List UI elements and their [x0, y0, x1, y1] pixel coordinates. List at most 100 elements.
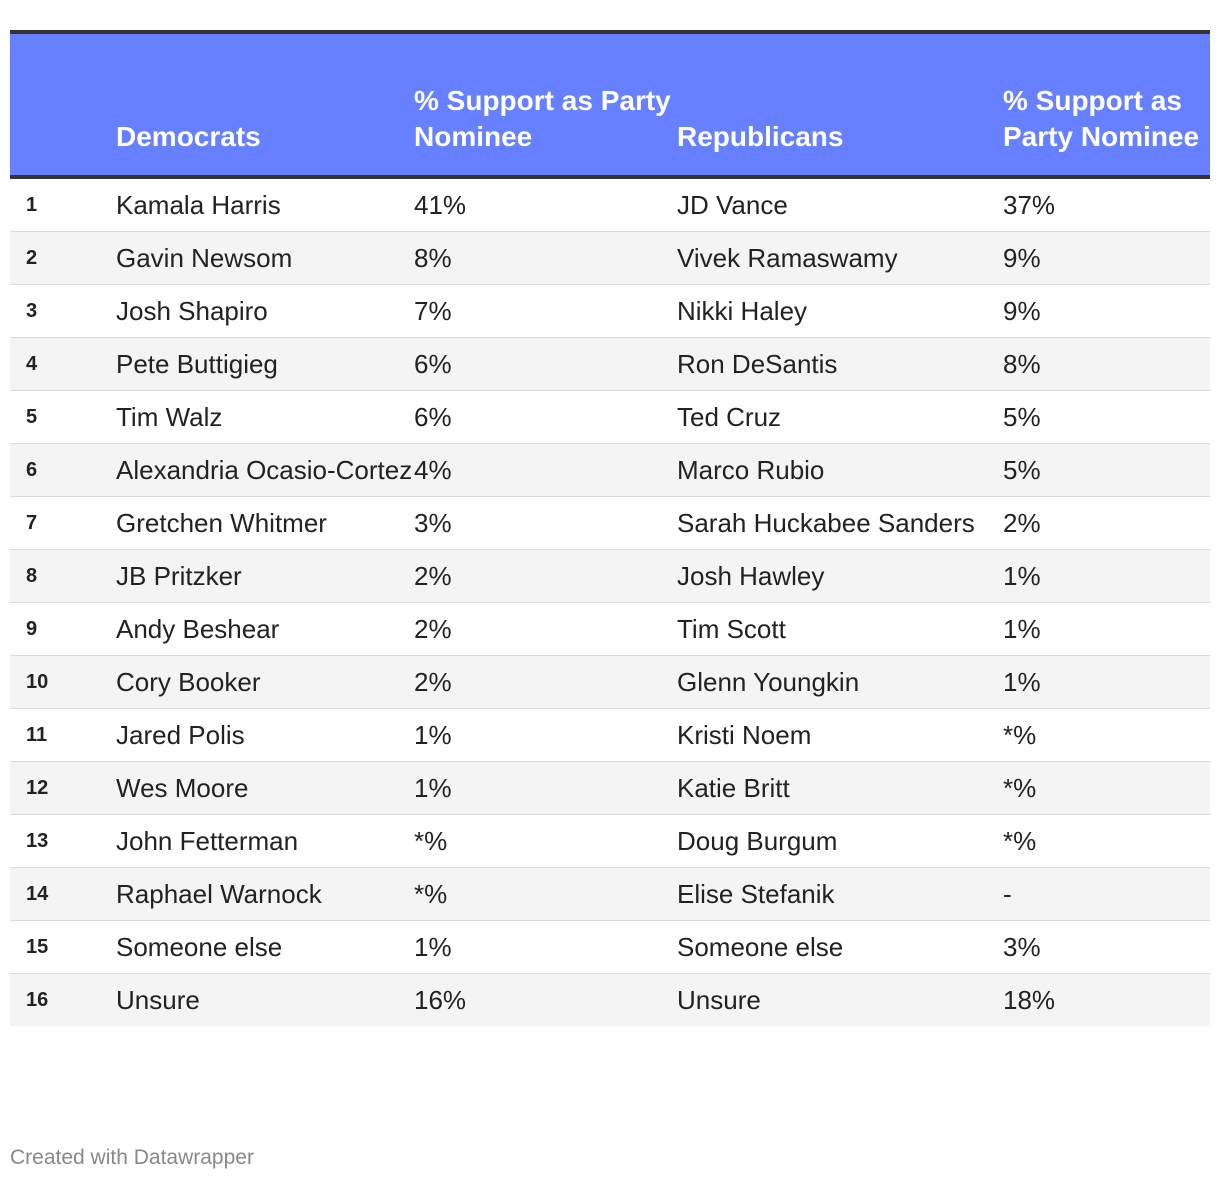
- democrat-support-cell: 7%: [414, 284, 677, 338]
- rank-cell: 6: [10, 443, 116, 497]
- republican-support-cell: 5%: [1003, 443, 1210, 497]
- democrat-name-cell: Pete Buttigieg: [116, 337, 414, 391]
- header-democrats: Democrats: [116, 121, 261, 152]
- democrat-support-cell: 6%: [414, 390, 677, 444]
- rank-cell: 5: [10, 390, 116, 444]
- rank-cell: 12: [10, 761, 116, 815]
- table-row: 6 Alexandria Ocasio-Cortez 4% Marco Rubio 5%: [10, 443, 1210, 497]
- republican-name-cell: Glenn Youngkin: [677, 655, 1003, 709]
- democrat-name-cell: Kamala Harris: [116, 177, 414, 232]
- democrat-name-cell: Gavin Newsom: [116, 231, 414, 285]
- republican-name-cell: Ron DeSantis: [677, 337, 1003, 391]
- rank-cell: 14: [10, 867, 116, 921]
- table-row: 1 Kamala Harris 41% JD Vance 37%: [10, 177, 1210, 232]
- democrat-name-cell: Raphael Warnock: [116, 867, 414, 921]
- republican-support-cell: 1%: [1003, 549, 1210, 603]
- democrat-name-cell: John Fetterman: [116, 814, 414, 868]
- rank-cell: 15: [10, 920, 116, 974]
- table-row: 15 Someone else 1% Someone else 3%: [10, 920, 1210, 974]
- table-row: 13 John Fetterman *% Doug Burgum *%: [10, 814, 1210, 868]
- table-row: 7 Gretchen Whitmer 3% Sarah Huckabee Sander…: [10, 496, 1210, 550]
- table-row: 14 Raphael Warnock *% Elise Stefanik -: [10, 867, 1210, 921]
- republican-name-cell: Unsure: [677, 973, 1003, 1026]
- header-democrats-support: % Support as Party Nominee: [414, 85, 671, 152]
- table-header-row: Democrats % Support as Party Nominee Rep…: [10, 32, 1210, 177]
- republican-name-cell: Josh Hawley: [677, 549, 1003, 603]
- republican-support-cell: 37%: [1003, 177, 1210, 232]
- republican-support-cell: 1%: [1003, 602, 1210, 656]
- republican-support-cell: 8%: [1003, 337, 1210, 391]
- democrat-support-cell: 2%: [414, 655, 677, 709]
- header-rank: [10, 32, 116, 177]
- republican-name-cell: Tim Scott: [677, 602, 1003, 656]
- table-row: 5 Tim Walz 6% Ted Cruz 5%: [10, 390, 1210, 444]
- democrat-name-cell: Gretchen Whitmer: [116, 496, 414, 550]
- democrat-support-cell: 2%: [414, 549, 677, 603]
- table-row: 9 Andy Beshear 2% Tim Scott 1%: [10, 602, 1210, 656]
- democrat-name-cell: Unsure: [116, 973, 414, 1026]
- rank-cell: 13: [10, 814, 116, 868]
- table-row: 4 Pete Buttigieg 6% Ron DeSantis 8%: [10, 337, 1210, 391]
- rank-cell: 7: [10, 496, 116, 550]
- datawrapper-credit: Created with Datawrapper: [10, 1146, 254, 1169]
- table-row: 11 Jared Polis 1% Kristi Noem *%: [10, 708, 1210, 762]
- republican-support-cell: 9%: [1003, 284, 1210, 338]
- republican-support-cell: 5%: [1003, 390, 1210, 444]
- democrat-support-cell: 1%: [414, 920, 677, 974]
- democrat-name-cell: Andy Beshear: [116, 602, 414, 656]
- rank-cell: 4: [10, 337, 116, 391]
- republican-name-cell: Elise Stefanik: [677, 867, 1003, 921]
- rank-cell: 2: [10, 231, 116, 285]
- republican-support-cell: 1%: [1003, 655, 1210, 709]
- table-row: 2 Gavin Newsom 8% Vivek Ramaswamy 9%: [10, 231, 1210, 285]
- democrat-support-cell: *%: [414, 867, 677, 921]
- democrat-support-cell: 16%: [414, 973, 677, 1026]
- republican-support-cell: 18%: [1003, 973, 1210, 1026]
- democrat-name-cell: Wes Moore: [116, 761, 414, 815]
- table-row: 8 JB Pritzker 2% Josh Hawley 1%: [10, 549, 1210, 603]
- header-republicans: Republicans: [677, 121, 844, 152]
- republican-name-cell: JD Vance: [677, 177, 1003, 232]
- democrat-support-cell: 3%: [414, 496, 677, 550]
- table-row: 10 Cory Booker 2% Glenn Youngkin 1%: [10, 655, 1210, 709]
- republican-name-cell: Katie Britt: [677, 761, 1003, 815]
- republican-support-cell: -: [1003, 867, 1210, 921]
- democrat-support-cell: 2%: [414, 602, 677, 656]
- democrat-support-cell: 41%: [414, 177, 677, 232]
- republican-name-cell: Doug Burgum: [677, 814, 1003, 868]
- democrat-name-cell: Tim Walz: [116, 390, 414, 444]
- democrat-name-cell: Alexandria Ocasio-Cortez: [116, 443, 414, 497]
- table-row: 12 Wes Moore 1% Katie Britt *%: [10, 761, 1210, 815]
- republican-name-cell: Nikki Haley: [677, 284, 1003, 338]
- republican-support-cell: *%: [1003, 761, 1210, 815]
- republican-support-cell: *%: [1003, 814, 1210, 868]
- republican-name-cell: Sarah Huckabee Sanders: [677, 496, 1003, 550]
- democrat-name-cell: Jared Polis: [116, 708, 414, 762]
- results-table: Democrats % Support as Party Nominee Rep…: [10, 30, 1210, 1026]
- democrat-support-cell: *%: [414, 814, 677, 868]
- republican-name-cell: Ted Cruz: [677, 390, 1003, 444]
- democrat-name-cell: JB Pritzker: [116, 549, 414, 603]
- republican-name-cell: Vivek Ramaswamy: [677, 231, 1003, 285]
- republican-name-cell: Kristi Noem: [677, 708, 1003, 762]
- table-row: 16 Unsure 16% Unsure 18%: [10, 973, 1210, 1026]
- democrat-name-cell: Someone else: [116, 920, 414, 974]
- rank-cell: 1: [10, 177, 116, 232]
- republican-support-cell: 3%: [1003, 920, 1210, 974]
- republican-name-cell: Marco Rubio: [677, 443, 1003, 497]
- democrat-support-cell: 1%: [414, 708, 677, 762]
- democrat-support-cell: 1%: [414, 761, 677, 815]
- rank-cell: 10: [10, 655, 116, 709]
- table-body: 1 Kamala Harris 41% JD Vance 37% 2 Gavin Newso…: [10, 177, 1210, 1026]
- rank-cell: 9: [10, 602, 116, 656]
- democrat-name-cell: Cory Booker: [116, 655, 414, 709]
- rank-cell: 16: [10, 973, 116, 1026]
- rank-cell: 3: [10, 284, 116, 338]
- republican-support-cell: *%: [1003, 708, 1210, 762]
- results-table-container: Democrats % Support as Party Nominee Rep…: [10, 30, 1210, 1026]
- republican-support-cell: 9%: [1003, 231, 1210, 285]
- header-republicans-support: % Support as Party Nominee: [1003, 85, 1200, 152]
- democrat-support-cell: 8%: [414, 231, 677, 285]
- rank-cell: 11: [10, 708, 116, 762]
- democrat-support-cell: 4%: [414, 443, 677, 497]
